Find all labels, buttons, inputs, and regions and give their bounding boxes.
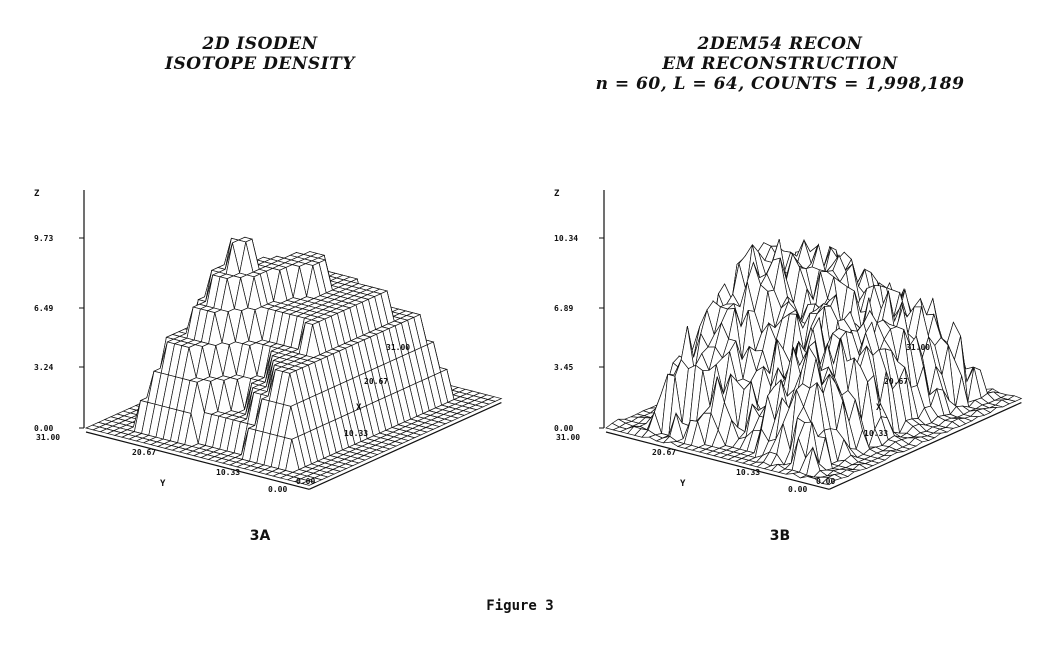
- y-axis-line: [85, 431, 310, 490]
- title-line-2: ISOTOPE DENSITY: [165, 54, 355, 74]
- x-tick-label: 31.00: [386, 343, 410, 352]
- panel-title: 2DEM54 RECON EM RECONSTRUCTION n = 60, L…: [520, 34, 1040, 94]
- panel-title: 2D ISODEN ISOTOPE DENSITY: [0, 34, 520, 74]
- mesh-cell: [821, 477, 837, 485]
- panel-3b: 2DEM54 RECON EM RECONSTRUCTION n = 60, L…: [520, 0, 1040, 560]
- surface-mesh: [605, 238, 1023, 485]
- z-axis-name: Z: [34, 189, 40, 199]
- z-tick-label: 3.45: [554, 363, 573, 372]
- y-tick-label: 20.67: [132, 448, 156, 457]
- corner-label: 0.00: [788, 485, 807, 494]
- y-tick-label: 10.33: [216, 468, 240, 477]
- y-axis-line: [605, 431, 830, 490]
- x-tick-label: 10.33: [344, 429, 368, 438]
- y-tick-label: 31.00: [36, 433, 60, 442]
- x-tick-label: 20.67: [364, 377, 388, 386]
- z-tick-label: 0.00: [554, 424, 573, 433]
- mesh-cell: [300, 480, 317, 486]
- surface-plot: Z 9.73 6.49 3.24 0.00 31.00 20.67 10.33 Y 31.00 20…: [0, 0, 520, 560]
- x-axis-name: X: [876, 403, 882, 413]
- title-line-1: 2D ISODEN: [202, 34, 318, 54]
- z-axis-name: Z: [554, 189, 560, 199]
- y-axis-name: Y: [160, 479, 166, 489]
- z-tick-label: 6.49: [34, 304, 53, 313]
- x-axis-line: [828, 402, 1022, 490]
- corner-label: 0.00: [268, 485, 287, 494]
- surface-plot-svg: Z10.346.893.450.0031.0020.6710.33Y31.002…: [554, 189, 1023, 494]
- surface-plot-svg: Z9.736.493.240.0031.0020.6710.33Y31.0020…: [34, 189, 503, 494]
- x-tick-label: 20.67: [884, 377, 908, 386]
- panel-label: 3A: [249, 528, 271, 544]
- panel-label: 3B: [769, 528, 791, 544]
- z-tick-label: 3.24: [34, 363, 53, 372]
- y-tick-label: 20.67: [652, 448, 676, 457]
- x-axis-line: [308, 402, 502, 490]
- z-tick-label: 9.73: [34, 234, 53, 243]
- x-tick-label: 0.00: [296, 477, 315, 486]
- panel-3a: 2D ISODEN ISOTOPE DENSITY Z 9.73 6.49 3.24 0…: [0, 0, 520, 560]
- x-axis-name: X: [356, 403, 362, 413]
- surface-mesh: [84, 236, 503, 486]
- z-tick-label: 10.34: [554, 234, 578, 243]
- x-tick-label: 0.00: [816, 477, 835, 486]
- figure-caption: Figure 3: [486, 598, 554, 614]
- title-line-2: EM RECONSTRUCTION: [662, 54, 898, 74]
- y-tick-label: 10.33: [736, 468, 760, 477]
- z-tick-label: 6.89: [554, 304, 573, 313]
- y-tick-label: 31.00: [556, 433, 580, 442]
- z-tick-label: 0.00: [34, 424, 53, 433]
- title-line-3: n = 60, L = 64, COUNTS = 1,998,189: [595, 74, 965, 94]
- y-axis-name: Y: [680, 479, 686, 489]
- title-line-1: 2DEM54 RECON: [697, 34, 863, 54]
- x-tick-label: 10.33: [864, 429, 888, 438]
- x-tick-label: 31.00: [906, 343, 930, 352]
- surface-plot: Z 10.34 6.89 3.45 0.00 31.00 20.67 10.33 Y 31.00 2…: [520, 0, 1040, 560]
